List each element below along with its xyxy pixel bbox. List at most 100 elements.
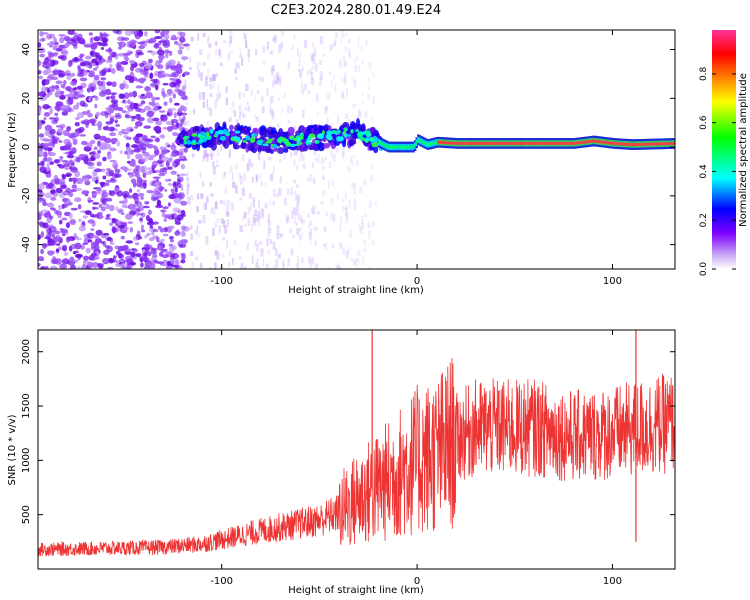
narrow-band-core [453,141,456,145]
noise-speckle [163,250,169,254]
noise-speckle [143,251,148,257]
signal-band-blob [312,124,319,131]
noise-speckle [98,90,107,97]
faded-speckle [247,206,250,215]
faded-speckle [178,122,182,131]
noise-speckle [179,156,185,160]
signal-band-blob [210,141,217,151]
faded-speckle [256,265,260,269]
narrow-band-core [559,141,562,145]
noise-speckle [51,135,56,139]
faded-speckle [228,149,232,158]
noise-speckle [144,31,148,37]
noise-speckle [97,126,102,131]
noise-speckle [81,39,86,45]
faded-speckle [218,225,221,234]
faded-speckle [296,203,299,211]
faded-speckle [213,206,216,215]
noise-speckle [179,158,188,162]
noise-speckle [157,106,162,110]
narrow-band-core [553,141,556,145]
faded-speckle [272,166,275,175]
faded-speckle [277,123,280,128]
narrow-band-core [670,142,673,145]
faded-speckle [348,229,353,238]
noise-speckle [97,140,102,147]
noise-speckle [83,159,89,165]
noise-speckle [105,126,112,132]
noise-speckle [79,100,86,107]
faded-speckle [355,257,359,262]
faded-speckle [310,258,313,265]
noise-speckle [46,162,50,170]
faded-speckle [205,235,209,245]
noise-speckle [84,210,92,216]
faded-speckle [255,214,260,222]
noise-speckle [62,159,69,163]
faded-speckle [279,176,282,184]
noise-speckle [178,46,185,50]
narrow-band-core [637,143,640,146]
noise-speckle [77,58,84,62]
faded-speckle [186,196,191,205]
faded-speckle [183,88,187,93]
faded-speckle [227,128,231,132]
narrow-band-core [640,142,644,146]
narrow-band-core [607,141,611,145]
noise-speckle [183,147,189,153]
noise-speckle [147,156,154,161]
narrow-band-core [490,141,493,145]
faded-speckle [238,104,242,112]
noise-speckle [118,46,123,50]
noise-speckle [171,162,176,168]
faded-speckle [206,153,209,162]
noise-speckle [70,38,76,43]
faded-speckle [252,217,256,226]
faded-speckle [264,181,267,187]
noise-speckle [154,189,159,194]
faded-speckle [204,77,208,87]
noise-speckle [164,49,170,54]
signal-band-blob [287,126,295,135]
faded-speckle [249,203,253,212]
signal-band-highlight [217,129,224,135]
noise-speckle [135,210,140,217]
noise-speckle [50,189,56,195]
signal-band-highlight [265,140,272,144]
narrow-band-core [440,140,443,144]
noise-speckle [180,239,189,244]
narrow-band-core [543,141,547,145]
faded-speckle [268,156,272,161]
noise-speckle [109,242,115,246]
faded-speckle [242,154,245,161]
faded-speckle [238,91,241,100]
noise-speckle [182,71,190,76]
noise-speckle [139,142,145,147]
colorbar-tick-label: 0.8 [699,66,709,81]
faded-speckle [314,63,318,72]
signal-band-blob [269,148,274,154]
snr-x-tick-label: 0 [414,576,420,587]
noise-speckle [76,266,83,269]
faded-speckle [269,198,272,206]
narrow-band-core [407,145,411,149]
spectrogram-frame [37,29,676,270]
faded-speckle [232,181,236,189]
noise-speckle [92,67,98,71]
noise-speckle [168,235,174,240]
faded-speckle [198,92,202,100]
noise-speckle [40,248,44,255]
faded-speckle [276,193,279,199]
colorbar-label: Normalized spectral amplitude [738,73,749,227]
noise-speckle [49,265,58,269]
noise-speckle [154,146,159,151]
narrow-band-core [584,140,587,144]
noise-speckle [101,198,107,206]
narrow-band-core [624,142,628,146]
noise-speckle [83,237,91,244]
noise-speckle [155,137,160,142]
faded-speckle [283,92,286,99]
faded-speckle [326,117,329,125]
narrow-band-core [478,141,481,145]
narrow-band-core [498,141,501,145]
